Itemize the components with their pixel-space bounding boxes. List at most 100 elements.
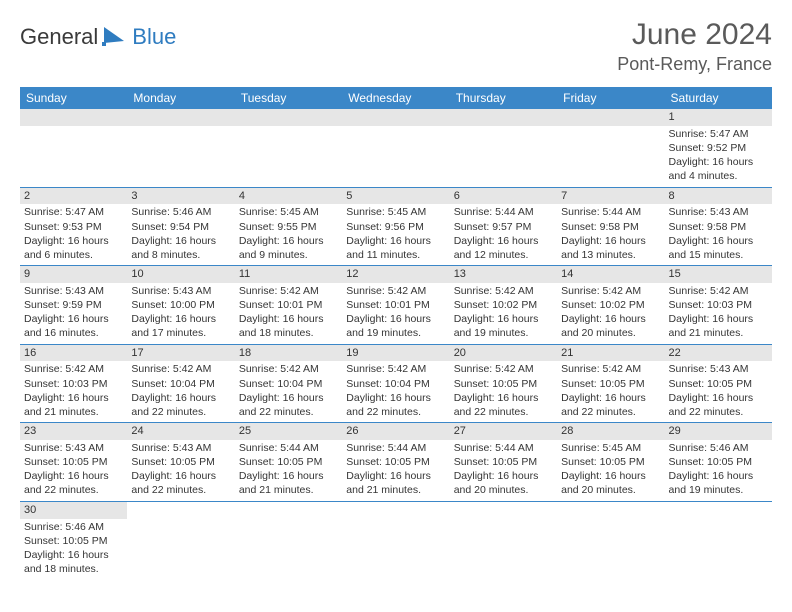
weekday-header: Wednesday bbox=[342, 87, 449, 109]
detail-line: Daylight: 16 hours bbox=[346, 469, 445, 483]
detail-line: and 22 minutes. bbox=[561, 405, 660, 419]
calendar-cell: 8Sunrise: 5:43 AMSunset: 9:58 PMDaylight… bbox=[665, 187, 772, 266]
detail-line: and 22 minutes. bbox=[239, 405, 338, 419]
detail-line: Daylight: 16 hours bbox=[239, 469, 338, 483]
day-number: 4 bbox=[235, 188, 342, 205]
detail-line: Daylight: 16 hours bbox=[561, 469, 660, 483]
day-details: Sunrise: 5:43 AMSunset: 10:05 PMDaylight… bbox=[20, 440, 127, 501]
calendar-row: 16Sunrise: 5:42 AMSunset: 10:03 PMDaylig… bbox=[20, 344, 772, 423]
day-number: 1 bbox=[665, 109, 772, 126]
calendar-cell: 11Sunrise: 5:42 AMSunset: 10:01 PMDaylig… bbox=[235, 266, 342, 345]
detail-line: Sunset: 9:57 PM bbox=[454, 220, 553, 234]
calendar-row: 9Sunrise: 5:43 AMSunset: 9:59 PMDaylight… bbox=[20, 266, 772, 345]
calendar-cell: 6Sunrise: 5:44 AMSunset: 9:57 PMDaylight… bbox=[450, 187, 557, 266]
detail-line: and 19 minutes. bbox=[669, 483, 768, 497]
detail-line: Sunset: 9:58 PM bbox=[669, 220, 768, 234]
detail-line: Sunset: 10:05 PM bbox=[131, 455, 230, 469]
calendar-cell: 30Sunrise: 5:46 AMSunset: 10:05 PMDaylig… bbox=[20, 501, 127, 579]
day-details: Sunrise: 5:46 AMSunset: 10:05 PMDaylight… bbox=[20, 519, 127, 580]
detail-line: Daylight: 16 hours bbox=[454, 312, 553, 326]
detail-line: Daylight: 16 hours bbox=[24, 312, 123, 326]
detail-line: Sunset: 10:04 PM bbox=[239, 377, 338, 391]
calendar-table: Sunday Monday Tuesday Wednesday Thursday… bbox=[20, 87, 772, 579]
location: Pont-Remy, France bbox=[617, 54, 772, 75]
detail-line: Sunrise: 5:42 AM bbox=[239, 284, 338, 298]
detail-line: Sunset: 10:05 PM bbox=[24, 534, 123, 548]
detail-line: Daylight: 16 hours bbox=[239, 312, 338, 326]
detail-line: Daylight: 16 hours bbox=[561, 234, 660, 248]
detail-line: Daylight: 16 hours bbox=[239, 391, 338, 405]
day-number: 18 bbox=[235, 345, 342, 362]
detail-line: and 22 minutes. bbox=[131, 483, 230, 497]
detail-line: Sunset: 10:01 PM bbox=[346, 298, 445, 312]
detail-line: and 6 minutes. bbox=[24, 248, 123, 262]
detail-line: Sunset: 9:56 PM bbox=[346, 220, 445, 234]
calendar-cell: 17Sunrise: 5:42 AMSunset: 10:04 PMDaylig… bbox=[127, 344, 234, 423]
detail-line: Sunset: 10:05 PM bbox=[669, 377, 768, 391]
detail-line: and 18 minutes. bbox=[239, 326, 338, 340]
detail-line: Sunrise: 5:42 AM bbox=[131, 362, 230, 376]
detail-line: Daylight: 16 hours bbox=[24, 469, 123, 483]
detail-line: Sunrise: 5:42 AM bbox=[24, 362, 123, 376]
detail-line: Sunrise: 5:44 AM bbox=[454, 205, 553, 219]
day-number: 17 bbox=[127, 345, 234, 362]
day-number: 2 bbox=[20, 188, 127, 205]
day-number: 8 bbox=[665, 188, 772, 205]
day-details: Sunrise: 5:44 AMSunset: 9:58 PMDaylight:… bbox=[557, 204, 664, 265]
detail-line: and 11 minutes. bbox=[346, 248, 445, 262]
day-details: Sunrise: 5:42 AMSunset: 10:02 PMDaylight… bbox=[450, 283, 557, 344]
detail-line: Sunset: 10:02 PM bbox=[561, 298, 660, 312]
day-number: 23 bbox=[20, 423, 127, 440]
detail-line: and 15 minutes. bbox=[669, 248, 768, 262]
detail-line: and 22 minutes. bbox=[24, 483, 123, 497]
detail-line: and 21 minutes. bbox=[669, 326, 768, 340]
detail-line: and 9 minutes. bbox=[239, 248, 338, 262]
calendar-cell bbox=[235, 109, 342, 187]
detail-line: and 22 minutes. bbox=[454, 405, 553, 419]
weekday-header: Tuesday bbox=[235, 87, 342, 109]
calendar-cell: 9Sunrise: 5:43 AMSunset: 9:59 PMDaylight… bbox=[20, 266, 127, 345]
detail-line: Daylight: 16 hours bbox=[131, 312, 230, 326]
day-number: 28 bbox=[557, 423, 664, 440]
calendar-cell: 20Sunrise: 5:42 AMSunset: 10:05 PMDaylig… bbox=[450, 344, 557, 423]
day-details: Sunrise: 5:42 AMSunset: 10:04 PMDaylight… bbox=[127, 361, 234, 422]
detail-line: Sunset: 10:03 PM bbox=[669, 298, 768, 312]
detail-line: Sunset: 10:00 PM bbox=[131, 298, 230, 312]
logo: General Blue bbox=[20, 24, 176, 50]
detail-line: Daylight: 16 hours bbox=[669, 469, 768, 483]
detail-line: Sunrise: 5:47 AM bbox=[669, 127, 768, 141]
day-details: Sunrise: 5:47 AMSunset: 9:52 PMDaylight:… bbox=[665, 126, 772, 187]
day-details: Sunrise: 5:43 AMSunset: 9:59 PMDaylight:… bbox=[20, 283, 127, 344]
day-details: Sunrise: 5:42 AMSunset: 10:01 PMDaylight… bbox=[342, 283, 449, 344]
calendar-cell: 13Sunrise: 5:42 AMSunset: 10:02 PMDaylig… bbox=[450, 266, 557, 345]
header: General Blue June 2024 Pont-Remy, France bbox=[20, 18, 772, 75]
calendar-cell: 21Sunrise: 5:42 AMSunset: 10:05 PMDaylig… bbox=[557, 344, 664, 423]
detail-line: Daylight: 16 hours bbox=[669, 312, 768, 326]
calendar-cell bbox=[557, 501, 664, 579]
day-number: 15 bbox=[665, 266, 772, 283]
calendar-cell: 27Sunrise: 5:44 AMSunset: 10:05 PMDaylig… bbox=[450, 423, 557, 502]
detail-line: Sunset: 10:05 PM bbox=[346, 455, 445, 469]
calendar-row: 23Sunrise: 5:43 AMSunset: 10:05 PMDaylig… bbox=[20, 423, 772, 502]
detail-line: Sunrise: 5:46 AM bbox=[669, 441, 768, 455]
detail-line: Sunrise: 5:42 AM bbox=[454, 362, 553, 376]
calendar-cell: 4Sunrise: 5:45 AMSunset: 9:55 PMDaylight… bbox=[235, 187, 342, 266]
calendar-cell: 28Sunrise: 5:45 AMSunset: 10:05 PMDaylig… bbox=[557, 423, 664, 502]
day-details: Sunrise: 5:45 AMSunset: 10:05 PMDaylight… bbox=[557, 440, 664, 501]
calendar-cell: 12Sunrise: 5:42 AMSunset: 10:01 PMDaylig… bbox=[342, 266, 449, 345]
weekday-header: Sunday bbox=[20, 87, 127, 109]
detail-line: and 20 minutes. bbox=[561, 483, 660, 497]
calendar-row: 30Sunrise: 5:46 AMSunset: 10:05 PMDaylig… bbox=[20, 501, 772, 579]
detail-line: Daylight: 16 hours bbox=[669, 391, 768, 405]
detail-line: Daylight: 16 hours bbox=[24, 391, 123, 405]
detail-line: and 21 minutes. bbox=[239, 483, 338, 497]
detail-line: Daylight: 16 hours bbox=[131, 469, 230, 483]
day-details: Sunrise: 5:42 AMSunset: 10:04 PMDaylight… bbox=[342, 361, 449, 422]
calendar-cell: 16Sunrise: 5:42 AMSunset: 10:03 PMDaylig… bbox=[20, 344, 127, 423]
detail-line: Sunrise: 5:43 AM bbox=[24, 441, 123, 455]
detail-line: and 20 minutes. bbox=[561, 326, 660, 340]
detail-line: Sunrise: 5:43 AM bbox=[131, 284, 230, 298]
detail-line: Sunset: 10:05 PM bbox=[561, 377, 660, 391]
day-details: Sunrise: 5:44 AMSunset: 10:05 PMDaylight… bbox=[342, 440, 449, 501]
detail-line: and 22 minutes. bbox=[669, 405, 768, 419]
